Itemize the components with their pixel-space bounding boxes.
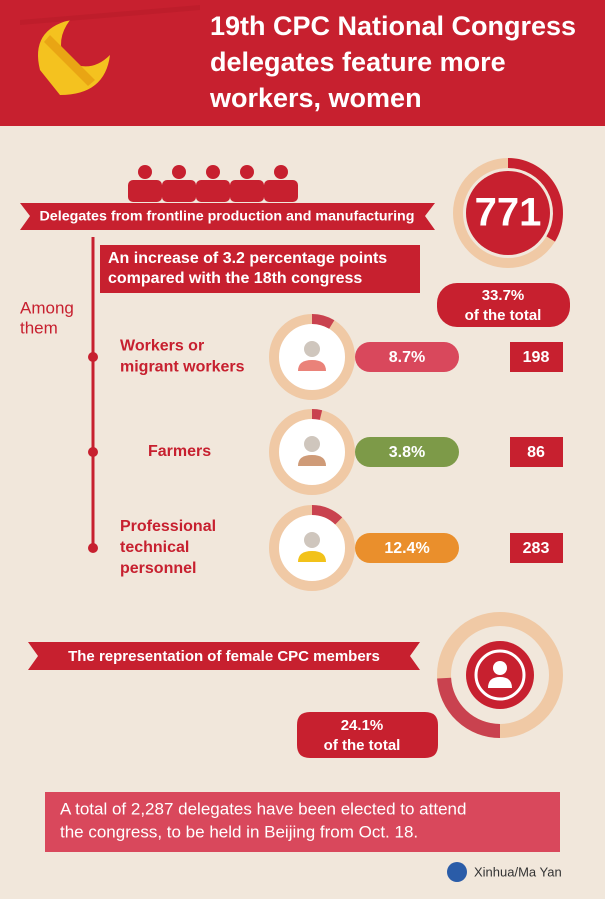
- group-label: Workers or: [120, 338, 204, 355]
- female-head: [493, 661, 507, 675]
- timeline-dot: [88, 447, 98, 457]
- frontline-banner-text: Delegates from frontline production and …: [40, 208, 415, 224]
- title-line: 19th CPC National Congress: [210, 11, 576, 41]
- timeline-dot: [88, 543, 98, 553]
- group-label: migrant workers: [120, 359, 245, 376]
- credit: Xinhua/Ma Yan: [474, 864, 562, 879]
- group-share: 3.8%: [389, 444, 425, 461]
- female-arc: [437, 677, 501, 738]
- xinhua-logo: [447, 862, 467, 882]
- group-pill: [355, 437, 459, 467]
- group-share: 8.7%: [389, 349, 425, 366]
- count: 771: [475, 191, 542, 235]
- group-label: Professional: [120, 518, 216, 535]
- person-head: [304, 341, 320, 357]
- group-label: technical: [120, 539, 189, 556]
- female-inner-ring: [474, 649, 526, 701]
- group-count: 86: [527, 444, 545, 461]
- group-pill: [355, 533, 459, 563]
- group-share: 12.4%: [384, 540, 429, 557]
- party-emblem: [20, 5, 200, 95]
- share-label: 33.7%: [482, 287, 525, 304]
- female-pill: [297, 712, 438, 758]
- note-text: the congress, to be held in Beijing from…: [60, 822, 418, 841]
- count-circle: [466, 171, 550, 255]
- note-text: A total of 2,287 delegates have been ele…: [60, 799, 466, 818]
- note-box: [45, 792, 560, 852]
- female-banner: [28, 642, 420, 670]
- person-head: [304, 436, 320, 452]
- female-body: [488, 677, 512, 688]
- count-box: [510, 342, 563, 372]
- title-line: delegates feature more: [210, 47, 506, 77]
- person-head: [304, 532, 320, 548]
- delegate-figures: [128, 165, 298, 202]
- group-arc: [311, 314, 335, 329]
- female-share: 24.1%: [341, 717, 384, 734]
- share-caption: of the total: [465, 307, 542, 324]
- female-caption: of the total: [324, 737, 401, 754]
- frontline-banner: [20, 203, 435, 230]
- female-banner-text: The representation of female CPC members: [68, 648, 380, 665]
- group-count: 198: [523, 349, 550, 366]
- share-pill: [437, 283, 570, 327]
- group-label: Farmers: [148, 443, 211, 460]
- group-arc: [311, 505, 343, 525]
- among-text: them: [20, 318, 58, 337]
- person-body: [298, 455, 326, 466]
- person-body: [298, 360, 326, 371]
- group-pill: [355, 342, 459, 372]
- count-box: [510, 437, 563, 467]
- group-arc: [311, 409, 323, 420]
- among-text: Among: [20, 298, 74, 317]
- title-line: workers, women: [209, 83, 422, 113]
- share-arc: [507, 158, 563, 242]
- increase-box: [100, 245, 420, 293]
- person-body: [298, 551, 326, 562]
- count-box: [510, 533, 563, 563]
- group-label: personnel: [120, 560, 196, 577]
- increase-text: compared with the 18th congress: [108, 270, 362, 287]
- increase-text: An increase of 3.2 percentage points: [108, 250, 387, 267]
- timeline-dot: [88, 352, 98, 362]
- group-count: 283: [523, 540, 550, 557]
